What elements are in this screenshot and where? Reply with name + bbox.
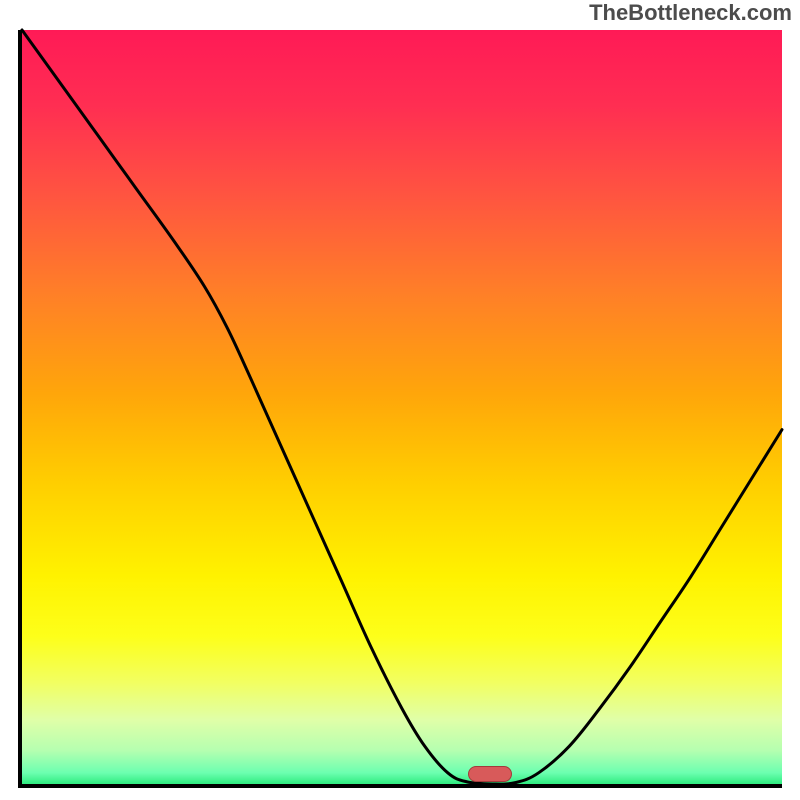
plot-area: [18, 30, 782, 788]
min-marker: [468, 766, 512, 782]
gradient-background: [18, 30, 782, 788]
watermark: TheBottleneck.com: [589, 0, 792, 26]
bottleneck-chart: TheBottleneck.com: [0, 0, 800, 800]
